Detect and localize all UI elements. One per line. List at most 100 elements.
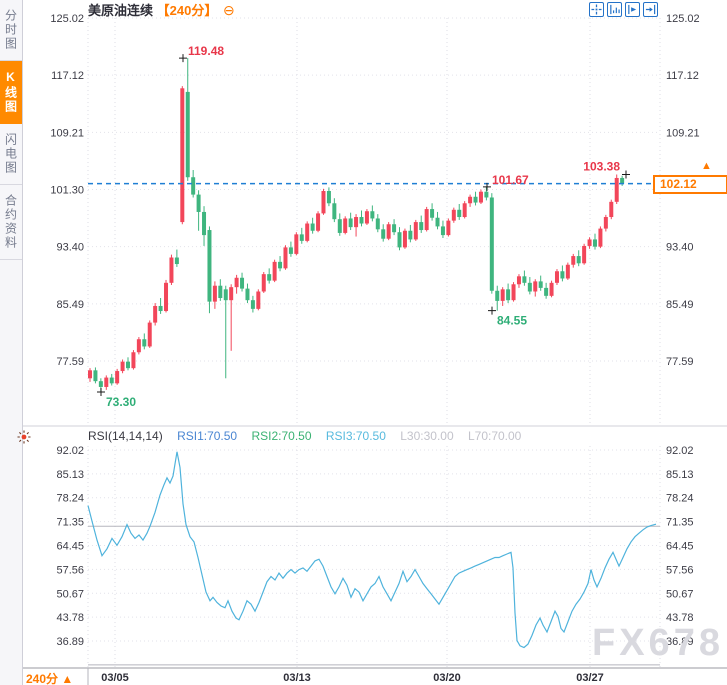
extreme-price-label: 73.30 <box>106 395 136 409</box>
candle-body <box>223 289 228 301</box>
rsi2-value: RSI2:70.50 <box>251 429 312 443</box>
candle-body <box>191 177 196 195</box>
candle-body <box>310 223 315 231</box>
axis-tick-label: 36.89 <box>56 636 84 648</box>
candle-body <box>473 196 478 203</box>
compress-left-icon[interactable] <box>607 2 622 17</box>
candle-body <box>212 285 217 302</box>
candle-body <box>565 264 570 279</box>
last-price-tag: 102.12 <box>653 175 727 194</box>
candle-body <box>413 222 418 240</box>
date-tick-label: 03/13 <box>283 672 311 684</box>
candle-body <box>153 305 158 323</box>
axis-tick-label: 71.35 <box>56 517 84 529</box>
candle-body <box>288 247 293 254</box>
sidebar: 分时图 K线图 闪电图 合约资料 <box>0 0 23 685</box>
candle-body <box>326 190 331 204</box>
candle-body <box>500 289 505 301</box>
candle-body <box>386 224 391 239</box>
extreme-price-label: 103.38 <box>583 159 620 173</box>
axis-tick-label: 85.13 <box>56 469 84 481</box>
candle-body <box>321 190 326 214</box>
candle-body <box>158 305 163 312</box>
candle-body <box>234 277 239 288</box>
candle-body <box>592 239 597 247</box>
axis-tick-label: 117.12 <box>51 70 84 82</box>
candle-body <box>337 219 342 233</box>
sidebar-tab-contract-info[interactable]: 合约资料 <box>0 185 22 260</box>
candle-body <box>136 339 141 353</box>
candle-body <box>468 196 473 204</box>
crosshair-icon[interactable] <box>589 2 604 17</box>
candle-body <box>115 371 120 384</box>
candle-body <box>196 194 201 212</box>
candle-body <box>451 209 456 221</box>
candle-body <box>88 370 92 379</box>
axis-tick-label: 64.45 <box>56 541 84 553</box>
candle-body <box>375 218 380 230</box>
chart-toolbar <box>589 2 658 17</box>
sun-icon[interactable] <box>17 430 31 449</box>
candle-body <box>316 213 321 231</box>
axis-tick-label: 57.56 <box>666 564 694 576</box>
candle-body <box>614 177 619 202</box>
axis-tick-label: 43.78 <box>666 612 694 624</box>
rsi1-value: RSI1:70.50 <box>177 429 238 443</box>
axis-tick-label: 93.40 <box>56 242 84 254</box>
compress-right-icon[interactable] <box>625 2 640 17</box>
collapse-icon[interactable]: ⊖ <box>222 2 235 18</box>
watermark: FX678 <box>592 622 724 664</box>
date-tick-label: 03/20 <box>433 672 461 684</box>
axis-tick-label: 85.49 <box>56 299 84 311</box>
axis-tick-label: 78.24 <box>56 493 84 505</box>
extreme-cross-marker <box>179 54 187 63</box>
candle-body <box>419 222 424 231</box>
candle-body <box>202 211 207 236</box>
candle-body <box>305 223 310 241</box>
chart-header: 美原油连续 【240分】 ⊖ <box>88 2 235 18</box>
candle-body <box>104 377 109 387</box>
sidebar-tab-timeshare[interactable]: 分时图 <box>0 0 22 61</box>
candle-body <box>392 224 397 233</box>
candle-body <box>283 247 288 269</box>
axis-tick-label: 92.02 <box>56 445 84 457</box>
exit-right-icon[interactable] <box>643 2 658 17</box>
candle-body <box>430 209 435 218</box>
axis-tick-label: 101.30 <box>50 185 84 197</box>
candle-body <box>446 220 451 236</box>
price-up-arrow-icon: ▲ <box>701 160 712 172</box>
candle-body <box>549 282 554 296</box>
candle-body <box>261 274 266 292</box>
candle-body <box>397 232 402 248</box>
axis-tick-label: 78.24 <box>666 493 694 505</box>
axis-tick-label: 57.56 <box>56 564 84 576</box>
candle-body <box>359 217 364 224</box>
candle-body <box>256 291 261 309</box>
candle-body <box>278 261 283 269</box>
candle-body <box>272 261 277 281</box>
candle-body <box>495 290 500 301</box>
candle-body <box>240 277 245 289</box>
candle-body <box>370 211 375 219</box>
candle-body <box>381 229 386 239</box>
candle-body <box>560 271 565 279</box>
candle-body <box>120 361 125 372</box>
axis-tick-label: 125.02 <box>666 13 700 25</box>
period-selector[interactable]: 240分 ▲ <box>26 670 73 685</box>
sidebar-tab-kline[interactable]: K线图 <box>0 61 22 124</box>
candle-body <box>462 203 467 218</box>
candle-body <box>343 218 348 233</box>
rsi3-value: RSI3:70.50 <box>325 429 386 443</box>
axis-tick-label: 93.40 <box>666 242 694 254</box>
rsi-l70-value: L70:70.00 <box>467 429 522 443</box>
candle-body <box>516 276 521 285</box>
candle-body <box>299 234 304 241</box>
axis-tick-label: 85.13 <box>666 469 694 481</box>
sidebar-tab-lightning[interactable]: 闪电图 <box>0 124 22 185</box>
extreme-price-label: 119.48 <box>188 44 224 58</box>
candle-body <box>402 230 407 248</box>
axis-tick-label: 71.35 <box>666 517 694 529</box>
candle-body <box>484 191 489 198</box>
